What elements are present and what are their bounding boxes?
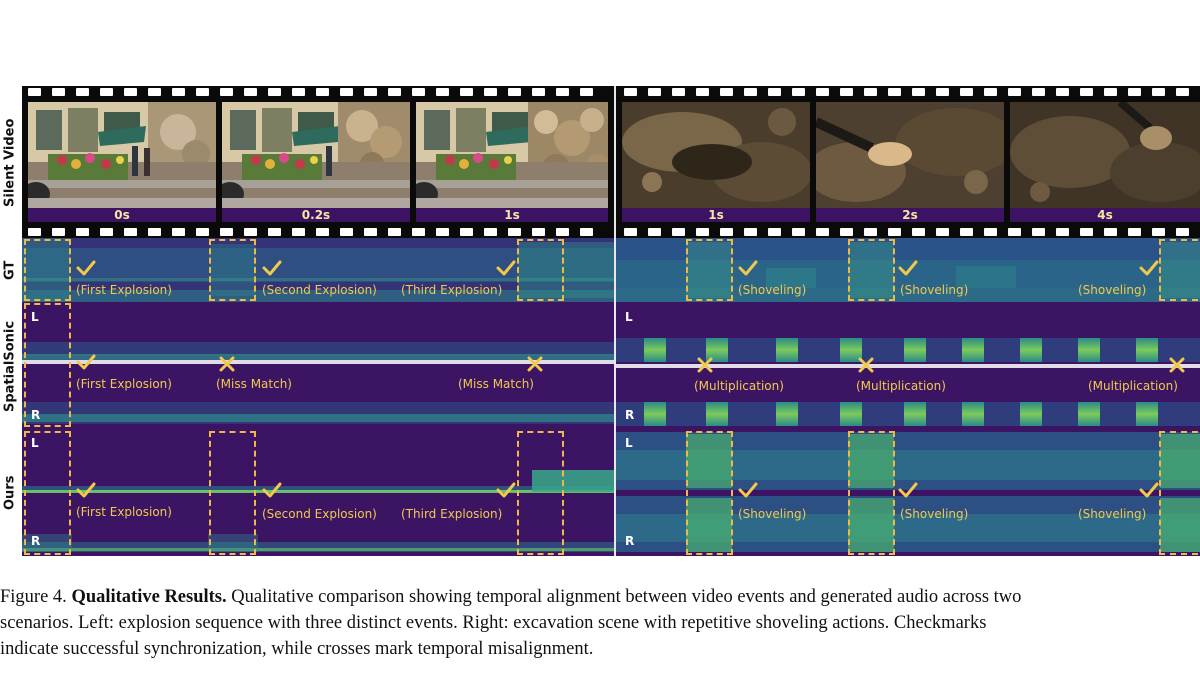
cross-icon xyxy=(858,357,874,373)
caption-line: indicate successful synchronization, whi… xyxy=(0,639,594,659)
event-highlight-box xyxy=(1159,239,1200,301)
event-highlight-box xyxy=(209,431,256,555)
annotation-label: (Miss Match) xyxy=(458,377,534,391)
video-frame-excavation xyxy=(622,102,810,208)
annotation-label: (First Explosion) xyxy=(76,283,172,297)
channel-label-left: L xyxy=(31,310,39,324)
channel-label-right: R xyxy=(625,408,635,422)
video-frame-excavation xyxy=(1010,102,1200,208)
caption-text: Qualitative comparison showing temporal … xyxy=(231,587,1022,607)
annotation-label: (Multiplication) xyxy=(856,379,946,393)
check-icon xyxy=(1139,260,1159,276)
cross-icon xyxy=(527,356,543,372)
cross-icon xyxy=(219,356,235,372)
row-label-silent-video: Silent Video xyxy=(2,118,18,208)
caption-line: scenarios. Left: explosion sequence with… xyxy=(0,613,987,633)
video-frame-street xyxy=(222,102,410,208)
check-icon xyxy=(738,260,758,276)
annotation-label: (Second Explosion) xyxy=(262,283,377,297)
annotation-label: (Shoveling) xyxy=(738,507,807,521)
channel-label-left: L xyxy=(625,436,633,450)
event-highlight-box xyxy=(209,239,256,301)
timestamp-label: 2s xyxy=(816,208,1004,222)
film-holes-bottom xyxy=(616,226,1200,237)
annotation-label: (Shoveling) xyxy=(738,283,807,297)
timestamp-label: 0.2s xyxy=(222,208,410,222)
spectrogram-ours-left xyxy=(22,430,614,556)
caption-line: Figure 4. Qualitative Results. Qualitati… xyxy=(0,584,1200,610)
check-icon xyxy=(496,482,516,498)
check-icon xyxy=(262,482,282,498)
check-icon xyxy=(1139,482,1159,498)
center-divider xyxy=(614,86,616,556)
channel-label-right: R xyxy=(625,534,635,548)
event-highlight-box xyxy=(686,239,733,301)
spectrogram-spatialsonic-left xyxy=(22,302,614,430)
spectrogram-spatialsonic-right xyxy=(616,302,1200,430)
caption-label: Figure 4. xyxy=(0,587,67,607)
channel-label-left: L xyxy=(31,436,39,450)
annotation-label: (Shoveling) xyxy=(1078,507,1147,521)
row-label-ours: Ours xyxy=(2,475,18,511)
annotation-label: (First Explosion) xyxy=(76,505,172,519)
timestamp-label: 1s xyxy=(622,208,810,222)
timestamp-label: 1s xyxy=(416,208,608,222)
annotation-label: (Shoveling) xyxy=(1078,283,1147,297)
event-highlight-box xyxy=(686,431,733,555)
channel-label-right: R xyxy=(31,408,41,422)
annotation-label: (First Explosion) xyxy=(76,377,172,391)
check-icon xyxy=(76,354,96,370)
timestamp-label: 0s xyxy=(28,208,216,222)
check-icon xyxy=(76,260,96,276)
event-highlight-box xyxy=(1159,431,1200,555)
check-icon xyxy=(738,482,758,498)
event-highlight-box xyxy=(848,239,895,301)
check-icon xyxy=(898,260,918,276)
event-highlight-box xyxy=(24,303,71,427)
cross-icon xyxy=(1169,357,1185,373)
event-highlight-box xyxy=(24,239,71,301)
figure-caption: Figure 4. Qualitative Results. Qualitati… xyxy=(0,584,1200,662)
event-highlight-box xyxy=(517,431,564,555)
check-icon xyxy=(496,260,516,276)
spectrogram-gt-left xyxy=(22,238,614,302)
check-icon xyxy=(262,260,282,276)
film-strip-right: 1s 2s 4s xyxy=(616,86,1200,238)
row-label-spatialsonic: SpatialSonic xyxy=(2,320,18,412)
caption-title: Qualitative Results. xyxy=(71,587,227,607)
film-holes-bottom xyxy=(22,226,614,237)
video-frame-street xyxy=(416,102,608,208)
event-highlight-box xyxy=(848,431,895,555)
check-icon xyxy=(76,482,96,498)
video-frame-excavation xyxy=(816,102,1004,208)
film-holes-top xyxy=(616,86,1200,97)
annotation-label: (Miss Match) xyxy=(216,377,292,391)
annotation-label: (Multiplication) xyxy=(694,379,784,393)
timestamp-label: 4s xyxy=(1010,208,1200,222)
event-highlight-box xyxy=(517,239,564,301)
row-label-gt: GT xyxy=(2,260,18,280)
annotation-label: (Third Explosion) xyxy=(401,283,503,297)
film-strip-left: 0s 0.2s 1s xyxy=(22,86,614,238)
cross-icon xyxy=(697,357,713,373)
channel-label-left: L xyxy=(625,310,633,324)
event-highlight-box xyxy=(24,431,71,555)
annotation-label: (Shoveling) xyxy=(900,283,969,297)
channel-label-right: R xyxy=(31,534,41,548)
check-icon xyxy=(898,482,918,498)
spectrogram-gt-right xyxy=(616,238,1200,302)
annotation-label: (Shoveling) xyxy=(900,507,969,521)
annotation-label: (Second Explosion) xyxy=(262,507,377,521)
film-holes-top xyxy=(22,86,614,97)
annotation-label: (Multiplication) xyxy=(1088,379,1178,393)
annotation-label: (Third Explosion) xyxy=(401,507,503,521)
figure: Silent Video GT SpatialSonic Ours xyxy=(2,86,1200,556)
video-frame-street xyxy=(28,102,216,208)
